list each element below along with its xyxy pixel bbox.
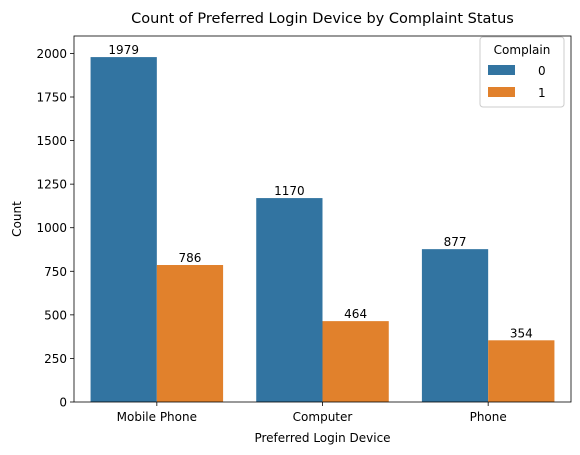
plot-frame: [73, 35, 572, 403]
legend-entry-label: 0: [538, 64, 546, 78]
y-tick-label: 0: [59, 396, 67, 410]
bars-layer: [90, 57, 555, 403]
legend-entry-label: 1: [538, 86, 546, 100]
legend-swatch-1: [488, 87, 515, 97]
data-label: 877: [444, 235, 467, 249]
y-axis: 0 250 500 750 1000 1250 1500 1750 2000: [36, 47, 74, 410]
legend: Complain 0 1: [479, 36, 565, 108]
legend-swatch-0: [488, 65, 515, 75]
y-axis-label: Count: [10, 201, 24, 237]
data-label: 786: [179, 251, 202, 265]
data-label: 354: [510, 326, 533, 340]
bar-phone-complain-0: [421, 249, 489, 402]
y-tick-label: 1500: [36, 134, 67, 148]
bar-computer-complain-0: [256, 198, 323, 402]
x-tick-label: Phone: [470, 410, 507, 424]
data-labels-layer: 1979 786 1170 464 877 354: [108, 43, 532, 340]
legend-title: Complain: [494, 43, 551, 57]
bar-computer-complain-1: [322, 321, 389, 402]
y-tick-label: 1000: [36, 221, 67, 235]
x-tick-label: Mobile Phone: [117, 410, 197, 424]
y-tick-label: 1750: [36, 91, 67, 105]
chart-title: Count of Preferred Login Device by Compl…: [131, 11, 514, 27]
data-label: 464: [344, 307, 367, 321]
x-tick-label: Computer: [293, 410, 353, 424]
y-tick-label: 250: [44, 352, 67, 366]
bar-phone-complain-1: [488, 340, 555, 402]
y-tick-label: 1250: [36, 178, 67, 192]
data-label: 1979: [108, 43, 139, 57]
x-axis-label: Preferred Login Device: [254, 431, 390, 445]
data-label: 1170: [274, 184, 305, 198]
bar-mobile-phone-complain-0: [90, 57, 157, 403]
y-tick-label: 2000: [36, 47, 67, 61]
x-axis: Mobile Phone Computer Phone: [117, 402, 507, 424]
bar-mobile-phone-complain-1: [156, 265, 224, 402]
y-tick-label: 500: [44, 308, 67, 322]
y-tick-label: 750: [44, 265, 67, 279]
